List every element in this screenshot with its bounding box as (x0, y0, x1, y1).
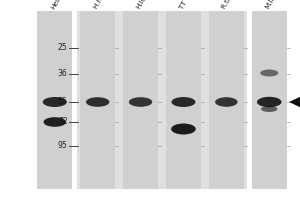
Ellipse shape (43, 97, 67, 107)
Ellipse shape (44, 117, 66, 127)
Ellipse shape (171, 123, 196, 134)
Bar (252, 11, 287, 189)
Bar (80, 11, 115, 189)
Bar (37, 11, 72, 189)
Text: H.lung: H.lung (135, 0, 152, 10)
Text: R.thyroid gland: R.thyroid gland (221, 0, 254, 10)
Ellipse shape (257, 97, 282, 107)
Ellipse shape (261, 106, 278, 112)
Bar (76, 11, 247, 189)
Text: TT: TT (178, 0, 188, 10)
Text: 25: 25 (58, 44, 68, 52)
Ellipse shape (215, 97, 238, 107)
Ellipse shape (129, 97, 152, 107)
Bar (123, 11, 158, 189)
Text: 95: 95 (58, 142, 68, 150)
Text: 55: 55 (58, 98, 68, 106)
Text: 36: 36 (58, 70, 68, 78)
Text: M.lung: M.lung (264, 0, 281, 10)
Ellipse shape (86, 97, 109, 107)
Ellipse shape (260, 70, 278, 76)
Polygon shape (289, 96, 300, 108)
Ellipse shape (172, 97, 196, 107)
Text: H.fetal lung: H.fetal lung (92, 0, 119, 10)
Text: Hela: Hela (50, 0, 63, 10)
Bar (209, 11, 244, 189)
Bar (166, 11, 201, 189)
Text: 72: 72 (58, 117, 68, 127)
